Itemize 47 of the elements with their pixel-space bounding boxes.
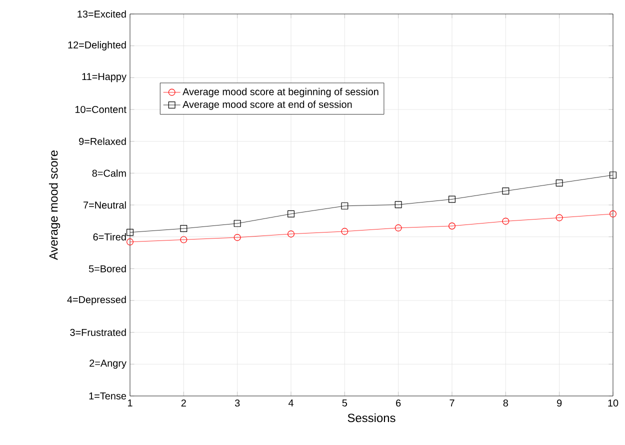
point [610, 172, 616, 179]
x-tick-label: 5 [342, 400, 348, 406]
point [394, 224, 402, 232]
point [180, 236, 188, 244]
point [126, 238, 134, 246]
x-tick-label: 1 [128, 400, 132, 406]
y-tick-label: 11=Happy [82, 73, 126, 82]
x-tick-label: 8 [503, 400, 508, 407]
y-tick-label: 1=Tense [89, 392, 126, 400]
point [556, 180, 563, 187]
y-tick-label: 2=Angry [90, 360, 126, 369]
y-tick-label: 12=Delighted [68, 41, 126, 50]
point [234, 234, 241, 241]
y-tick-label: 13=Excited [78, 10, 126, 18]
y-tick-label: 8=Calm [92, 169, 126, 177]
x-tick-label: 9 [557, 400, 562, 407]
x-tick-label: 2 [181, 400, 186, 406]
y-tick-label: 10=Content [75, 106, 126, 114]
point [610, 210, 616, 218]
x-axis-title: Sessions [348, 413, 396, 422]
x-tick-label: 6 [396, 400, 401, 407]
point [341, 202, 348, 210]
x-tick-label: 10 [608, 400, 618, 407]
point [394, 201, 402, 208]
point [234, 220, 241, 227]
point [502, 187, 510, 194]
point [502, 218, 510, 225]
x-tick-label: 3 [234, 400, 240, 407]
point [556, 214, 563, 222]
y-tick-label: 6=Tired [93, 233, 126, 240]
point [448, 222, 456, 230]
point [288, 230, 294, 238]
legend-label: Average mood score at beginning of session [182, 88, 378, 98]
point [180, 225, 188, 232]
x-tick-label: 4 [288, 400, 294, 406]
y-axis-title: Average mood score [48, 150, 60, 260]
point [288, 210, 294, 218]
y-tick-label: 5=Bored [88, 264, 126, 272]
y-tick-label: 7=Neutral [84, 201, 126, 209]
point [341, 228, 348, 235]
y-tick-label: 4=Depressed [67, 296, 126, 306]
point [126, 228, 134, 236]
x-tick-label: 7 [450, 400, 454, 406]
y-tick-label: 3=Frustrated [70, 328, 126, 336]
legend-label: Average mood score at end of session [182, 100, 352, 110]
y-tick-label: 9=Relaxed [79, 138, 126, 145]
point [448, 196, 456, 203]
